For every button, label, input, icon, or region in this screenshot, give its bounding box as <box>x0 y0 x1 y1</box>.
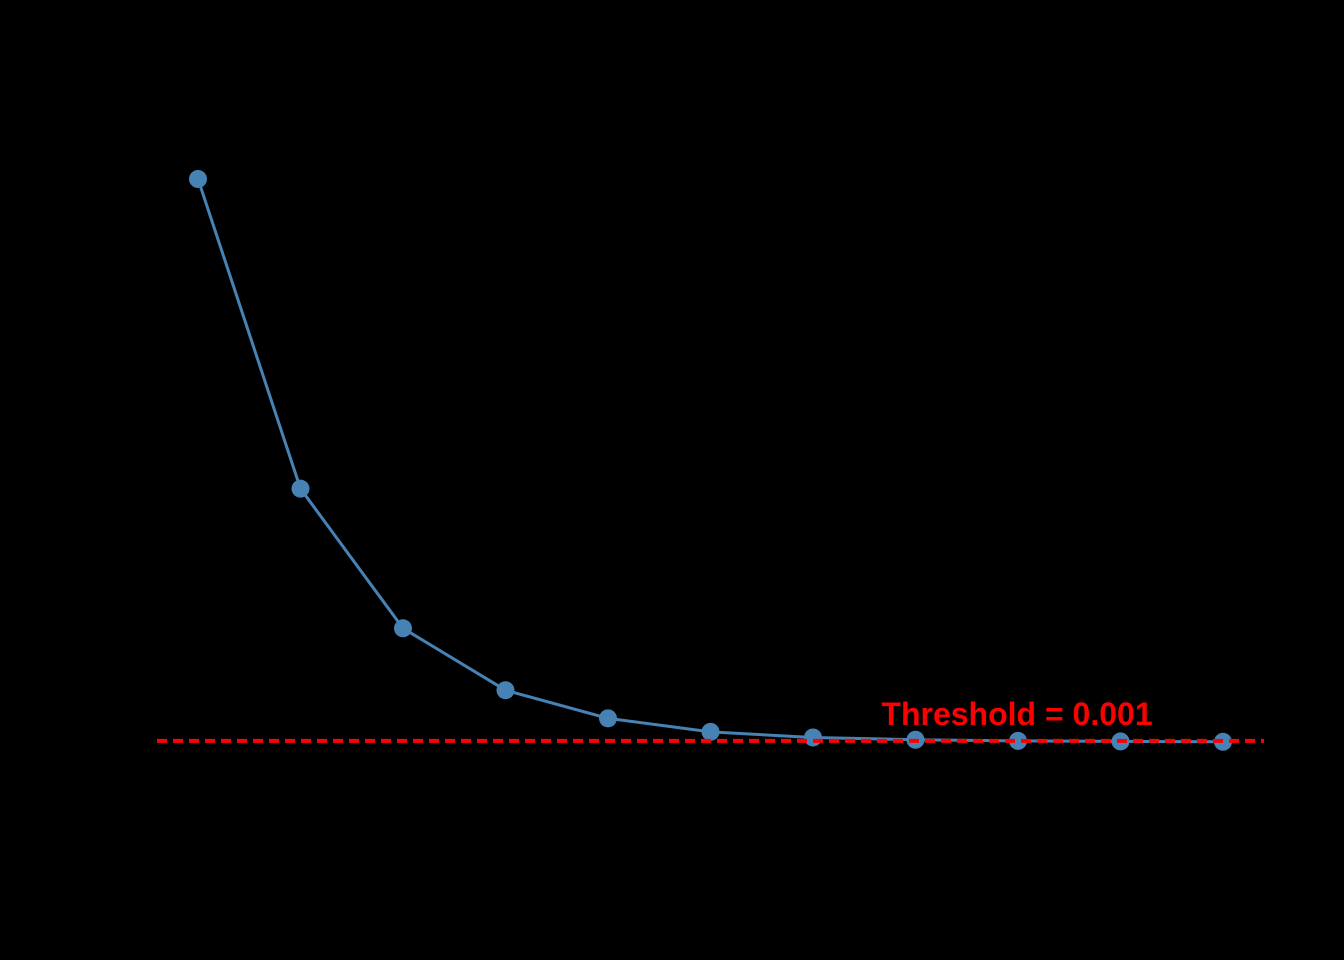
data-point <box>189 170 207 188</box>
data-point <box>394 619 412 638</box>
series-line <box>196 178 1224 744</box>
data-point <box>291 479 310 498</box>
data-point <box>599 709 617 728</box>
data-point <box>496 681 515 700</box>
data-point <box>1009 731 1027 750</box>
threshold-label: Threshold = 0.001 <box>881 696 1152 732</box>
data-point <box>804 728 822 747</box>
data-point <box>701 722 720 741</box>
